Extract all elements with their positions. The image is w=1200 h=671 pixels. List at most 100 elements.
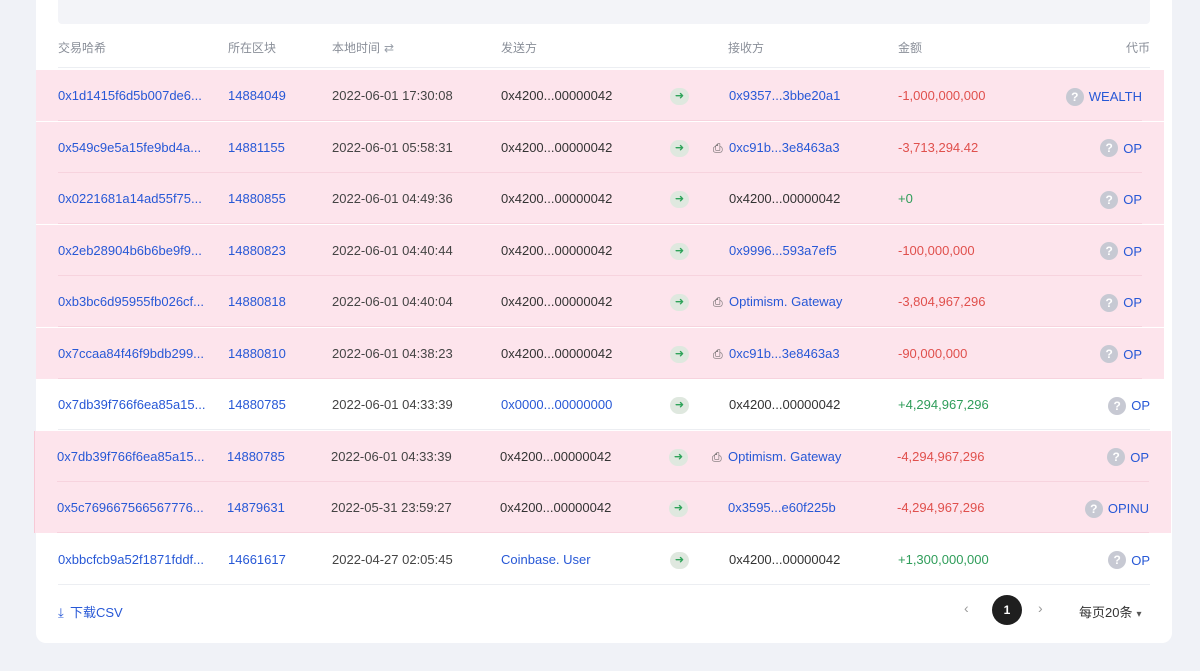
block-link[interactable]: 14881155: [228, 139, 285, 155]
token-cell[interactable]: ? OP: [1100, 225, 1142, 277]
amount: +4,294,967,296: [898, 397, 989, 412]
unknown-token-icon: ?: [1100, 190, 1119, 209]
next-page-button[interactable]: ›: [1038, 600, 1043, 616]
block-link[interactable]: 14880785: [227, 448, 285, 464]
swap-icon[interactable]: ⇄: [384, 41, 395, 55]
tx-hash-link[interactable]: 0x7ccaa84f46f9bdb299...: [58, 345, 205, 361]
amount: -100,000,000: [898, 242, 975, 258]
tx-hash-link[interactable]: 0x0221681a14ad55f75...: [58, 191, 202, 206]
token-cell[interactable]: ? OP: [1107, 431, 1149, 483]
token-symbol[interactable]: OP: [1123, 295, 1142, 311]
tx-hash-link[interactable]: 0x5c769667566567776...: [57, 500, 204, 515]
token-cell[interactable]: ? OP: [1108, 379, 1150, 431]
amount: -4,294,967,296: [897, 448, 985, 464]
header-time[interactable]: 本地时间 ⇄: [332, 41, 395, 55]
header-hash: 交易哈希: [58, 41, 107, 55]
tx-time: 2022-06-01 04:40:04: [332, 294, 453, 309]
table-row: 0x7db39f766f6ea85a15... 14880785 2022-06-0…: [36, 379, 1172, 430]
table-row: 0x549c9e5a15fe9bd4a... 14881155 2022-06-01…: [36, 121, 1164, 174]
row-divider: [58, 120, 1142, 121]
token-cell[interactable]: ? WEALTH: [1065, 70, 1142, 122]
token-symbol[interactable]: OP: [1131, 552, 1150, 568]
block-link[interactable]: 14884049: [228, 88, 286, 103]
download-csv-link[interactable]: ⤓ 下载CSV: [58, 605, 123, 620]
token-cell[interactable]: ? OP: [1100, 122, 1142, 174]
prev-page-button[interactable]: ‹: [964, 600, 969, 616]
tx-hash-link[interactable]: 0x7db39f766f6ea85a15...: [57, 448, 205, 464]
to-address-cell: 0x9996...593a7ef5: [713, 225, 837, 276]
to-address-cell: 0x4200...00000042: [713, 173, 840, 224]
from-address: 0x4200...00000042: [500, 448, 612, 464]
to-address-cell: 0x4200...00000042: [713, 534, 840, 585]
token-cell[interactable]: ? OP: [1108, 534, 1150, 586]
tx-time: 2022-06-01 05:58:31: [332, 139, 453, 155]
header-to: 接收方: [728, 41, 765, 55]
contract-icon: ⎙: [713, 346, 723, 361]
to-address[interactable]: 0xc91b...3e8463a3: [729, 345, 840, 361]
row-divider: [58, 223, 1142, 224]
token-cell[interactable]: ? OP: [1100, 328, 1142, 380]
tx-hash-link[interactable]: 0xb3bc6d95955fb026cf...: [58, 294, 205, 309]
tx-hash-link[interactable]: 0x7db39f766f6ea85a15...: [58, 397, 206, 412]
token-symbol[interactable]: OPINU: [1107, 501, 1149, 517]
to-address[interactable]: 0x9357...3bbe20a1: [729, 88, 841, 103]
to-address[interactable]: 0x3595...e60f225b: [728, 500, 836, 515]
block-link[interactable]: 14661617: [228, 551, 286, 567]
row-divider: [58, 326, 1142, 327]
page-size-select[interactable]: 每页20条 ▾: [1079, 605, 1142, 620]
contract-icon: ⎙: [713, 295, 723, 309]
token-cell[interactable]: ? OPINU: [1084, 482, 1149, 534]
header-divider: [58, 67, 1150, 68]
to-address[interactable]: 0x9996...593a7ef5: [729, 242, 837, 258]
block-link[interactable]: 14880823: [228, 242, 286, 258]
block-link[interactable]: 14880855: [228, 191, 286, 206]
from-address[interactable]: 0x0000...00000000: [501, 397, 613, 412]
tx-time: 2022-06-01 04:33:39: [331, 448, 452, 464]
block-link[interactable]: 14880785: [228, 397, 286, 412]
token-symbol[interactable]: OP: [1123, 346, 1142, 362]
header-amount: 金额: [898, 41, 923, 55]
unknown-token-icon: ?: [1107, 448, 1126, 467]
unknown-token-icon: ?: [1100, 242, 1119, 261]
page-1-button[interactable]: 1: [992, 595, 1022, 625]
to-address-cell: 0x9357...3bbe20a1: [713, 70, 840, 121]
tx-hash-link[interactable]: 0xbbcfcb9a52f1871fddf...: [58, 551, 205, 567]
unknown-token-icon: ?: [1100, 139, 1119, 158]
block-link[interactable]: 14880818: [228, 294, 286, 309]
token-symbol[interactable]: OP: [1130, 449, 1149, 465]
to-address[interactable]: 0xc91b...3e8463a3: [729, 139, 840, 155]
tx-hash-link[interactable]: 0x549c9e5a15fe9bd4a...: [58, 139, 202, 155]
to-address[interactable]: Optimism. Gateway: [728, 448, 842, 464]
token-symbol[interactable]: OP: [1123, 243, 1142, 259]
from-address[interactable]: Coinbase. User: [501, 551, 591, 567]
direction-arrow-icon: ➜: [670, 395, 689, 414]
to-address: 0x4200...00000042: [729, 191, 841, 206]
block-link[interactable]: 14880810: [228, 345, 286, 361]
row-divider: [58, 171, 1142, 173]
unknown-token-icon: ?: [1108, 551, 1127, 570]
token-symbol[interactable]: WEALTH: [1088, 89, 1142, 105]
direction-arrow-icon: ➜: [669, 498, 688, 517]
table-row: 0x5c769667566567776... 14879631 2022-05-31…: [34, 482, 1171, 533]
token-symbol[interactable]: OP: [1123, 192, 1142, 208]
from-address: 0x4200...00000042: [501, 139, 613, 155]
direction-arrow-icon: ➜: [670, 292, 689, 311]
tx-time: 2022-05-31 23:59:27: [331, 500, 452, 515]
tx-time: 2022-06-01 17:30:08: [332, 88, 453, 103]
table-header: 交易哈希 所在区块 本地时间 ⇄ 发送方 接收方 金额 代币: [36, 33, 1172, 59]
to-address[interactable]: Optimism. Gateway: [729, 294, 843, 309]
table-footer: ⤓ 下载CSV ‹ 1 › 每页20条 ▾: [36, 590, 1172, 630]
token-symbol[interactable]: OP: [1123, 140, 1142, 156]
tx-time: 2022-06-01 04:40:44: [332, 242, 453, 258]
token-symbol[interactable]: OP: [1131, 398, 1150, 414]
tx-time: 2022-06-01 04:33:39: [332, 397, 453, 412]
tx-hash-link[interactable]: 0x1d1415f6d5b007de6...: [58, 88, 202, 103]
block-link[interactable]: 14879631: [227, 500, 285, 515]
unknown-token-icon: ?: [1065, 87, 1084, 106]
unknown-token-icon: ?: [1100, 345, 1119, 364]
table-row: 0x1d1415f6d5b007de6... 14884049 2022-06-01…: [36, 70, 1164, 121]
amount: -3,804,967,296: [898, 294, 986, 309]
tx-hash-link[interactable]: 0x2eb28904b6b6be9f9...: [58, 242, 202, 258]
token-cell[interactable]: ? OP: [1100, 276, 1142, 328]
token-cell[interactable]: ? OP: [1100, 173, 1142, 225]
